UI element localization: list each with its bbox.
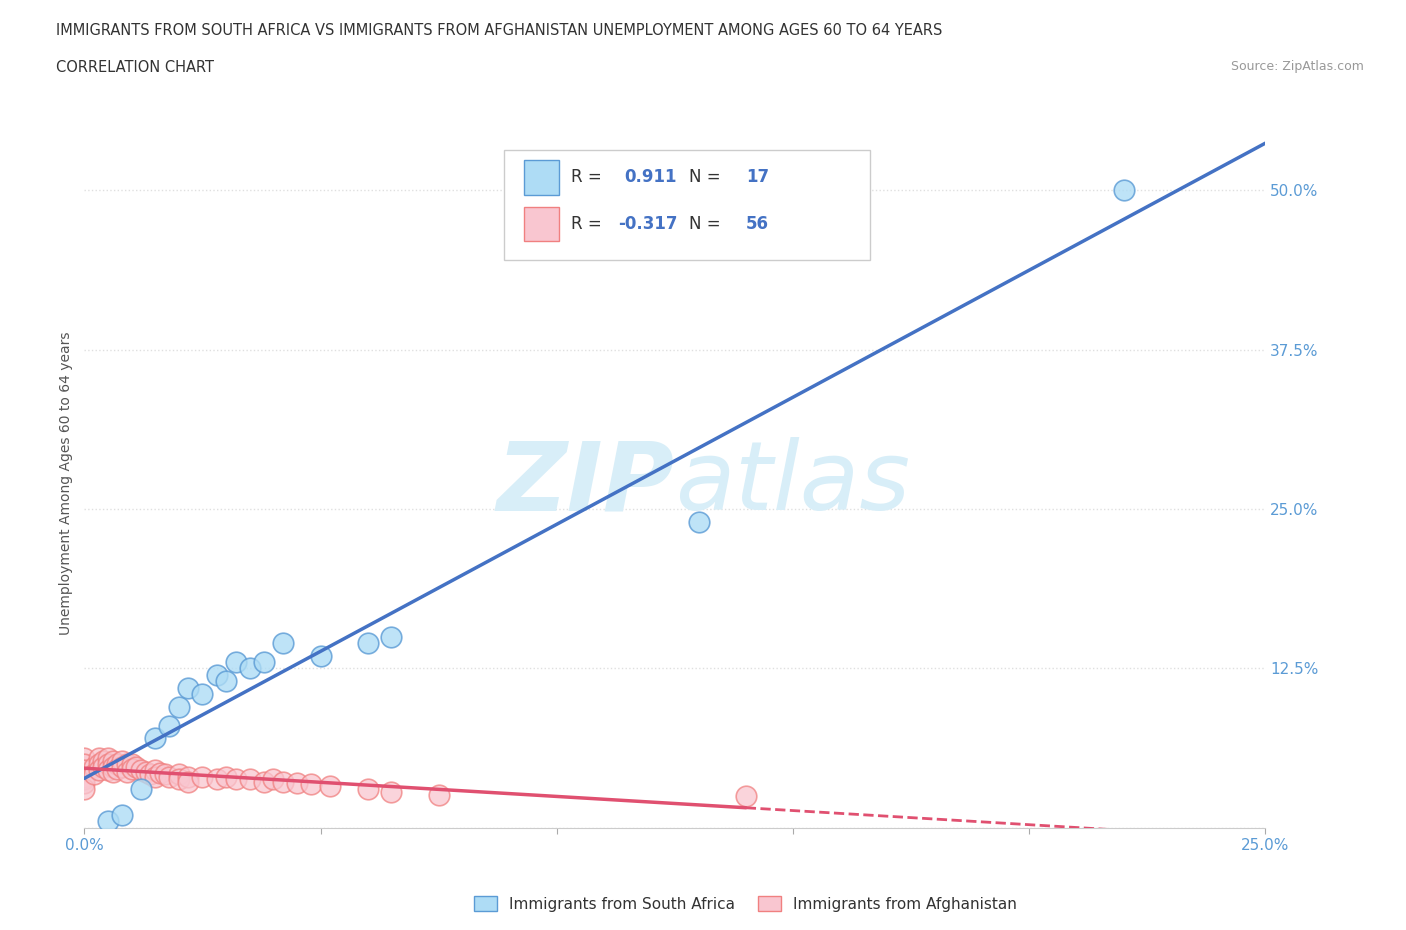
Point [73,756,96,771]
Point [135,764,157,779]
Text: -0.317: -0.317 [619,215,678,232]
Point [1112,183,1135,198]
Point [91,754,114,769]
Text: N =: N = [689,215,725,232]
Point [87,756,110,771]
Point [239,772,262,787]
Bar [523,206,560,241]
Point [129,782,152,797]
Point [157,718,180,733]
Point [215,769,238,784]
Text: IMMIGRANTS FROM SOUTH AFRICA VS IMMIGRANTS FROM AFGHANISTAN UNEMPLOYMENT AMONG A: IMMIGRANTS FROM SOUTH AFRICA VS IMMIGRAN… [56,23,942,38]
Point [153,766,176,781]
Text: CORRELATION CHART: CORRELATION CHART [56,60,214,75]
Point [101,759,124,774]
Point [111,759,134,774]
Point [101,754,124,769]
Point [121,762,143,777]
Point [73,772,96,787]
Point [149,765,172,780]
Point [73,751,96,765]
Text: Source: ZipAtlas.com: Source: ZipAtlas.com [1230,60,1364,73]
Point [97,814,120,829]
Point [73,769,96,784]
Point [285,776,308,790]
Point [215,673,238,688]
Point [357,782,380,797]
Point [115,764,138,779]
Point [143,731,166,746]
Y-axis label: Unemployment Among Ages 60 to 64 years: Unemployment Among Ages 60 to 64 years [59,332,73,635]
Point [205,668,228,683]
Point [177,769,200,784]
Point [73,763,96,777]
Point [299,777,322,791]
Point [191,769,214,784]
Point [253,655,276,670]
Point [121,756,143,771]
Point [225,655,247,670]
Text: 17: 17 [745,168,769,186]
Point [129,763,152,777]
Point [87,763,110,777]
Point [87,751,110,765]
Point [239,661,262,676]
Point [380,629,402,644]
Point [97,751,120,765]
Point [143,769,166,784]
Point [253,775,276,790]
Text: N =: N = [689,168,725,186]
Bar [523,160,560,194]
Text: atlas: atlas [675,437,910,530]
Point [191,686,214,701]
Point [97,763,120,777]
Text: 0.911: 0.911 [624,168,676,186]
Point [167,772,190,787]
Point [107,756,129,771]
Point [319,778,342,793]
Point [111,807,134,822]
Legend: Immigrants from South Africa, Immigrants from Afghanistan: Immigrants from South Africa, Immigrants… [468,889,1022,918]
Point [167,766,190,781]
Point [73,776,96,790]
Point [107,762,129,777]
Point [125,759,148,774]
Point [73,782,96,797]
Point [734,789,756,804]
Point [309,648,332,663]
Point [688,514,710,529]
Point [225,772,247,787]
FancyBboxPatch shape [503,150,870,260]
Text: R =: R = [571,168,607,186]
Text: R =: R = [571,215,607,232]
Point [271,775,294,790]
Point [262,772,284,787]
Point [139,766,162,781]
Text: 56: 56 [745,215,769,232]
Point [157,769,180,784]
Point [91,759,114,774]
Point [97,756,120,771]
Text: ZIP: ZIP [496,437,675,530]
Point [115,756,138,771]
Point [83,766,105,781]
Point [271,635,294,650]
Point [167,699,190,714]
Point [83,759,105,774]
Point [357,635,380,650]
Point [177,680,200,695]
Point [143,763,166,777]
Point [111,754,134,769]
Point [101,764,124,779]
Point [177,775,200,790]
Point [380,785,402,800]
Point [427,787,450,802]
Point [205,772,228,787]
